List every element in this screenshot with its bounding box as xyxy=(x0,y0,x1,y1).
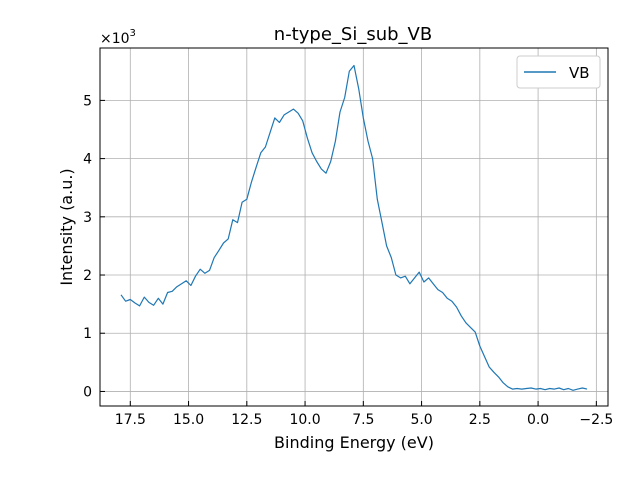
x-tick-label: 0.0 xyxy=(527,412,549,428)
y-tick-label: 2 xyxy=(83,268,92,284)
grid-lines xyxy=(100,48,608,406)
series-line-vb xyxy=(120,64,588,391)
x-tick-label: 5.0 xyxy=(410,412,432,428)
axis-ticks: 17.5 15.0 12.5 10.0 7.5 5.0 2.5 0.0 −2.5 0 1 2 3 4 5 xyxy=(83,93,613,428)
chart-title: n-type_Si_sub_VB xyxy=(274,24,432,45)
x-tick-label: 2.5 xyxy=(469,412,491,428)
y-tick-label: 5 xyxy=(83,93,92,109)
x-axis-label: Binding Energy (eV) xyxy=(274,433,434,452)
y-axis-label: Intensity (a.u.) xyxy=(57,168,76,285)
legend-box xyxy=(516,55,601,89)
y-tick-label: 0 xyxy=(83,384,92,400)
x-tick-label: 10.0 xyxy=(289,412,320,428)
y-tick-label: 4 xyxy=(83,152,92,168)
y-axis-offset-label: ×103 xyxy=(100,28,136,47)
legend-label-vb: VB xyxy=(569,64,590,82)
x-tick-label: 7.5 xyxy=(352,412,374,428)
x-tick-label: 17.5 xyxy=(115,412,146,428)
series-layer xyxy=(120,64,588,391)
x-tick-label: −2.5 xyxy=(579,412,613,428)
plot-frame xyxy=(99,47,609,407)
y-tick-label: 1 xyxy=(83,326,92,342)
x-tick-label: 12.5 xyxy=(231,412,262,428)
legend: VB xyxy=(516,55,601,89)
x-tick-label: 15.0 xyxy=(173,412,204,428)
y-tick-label: 3 xyxy=(83,210,92,226)
